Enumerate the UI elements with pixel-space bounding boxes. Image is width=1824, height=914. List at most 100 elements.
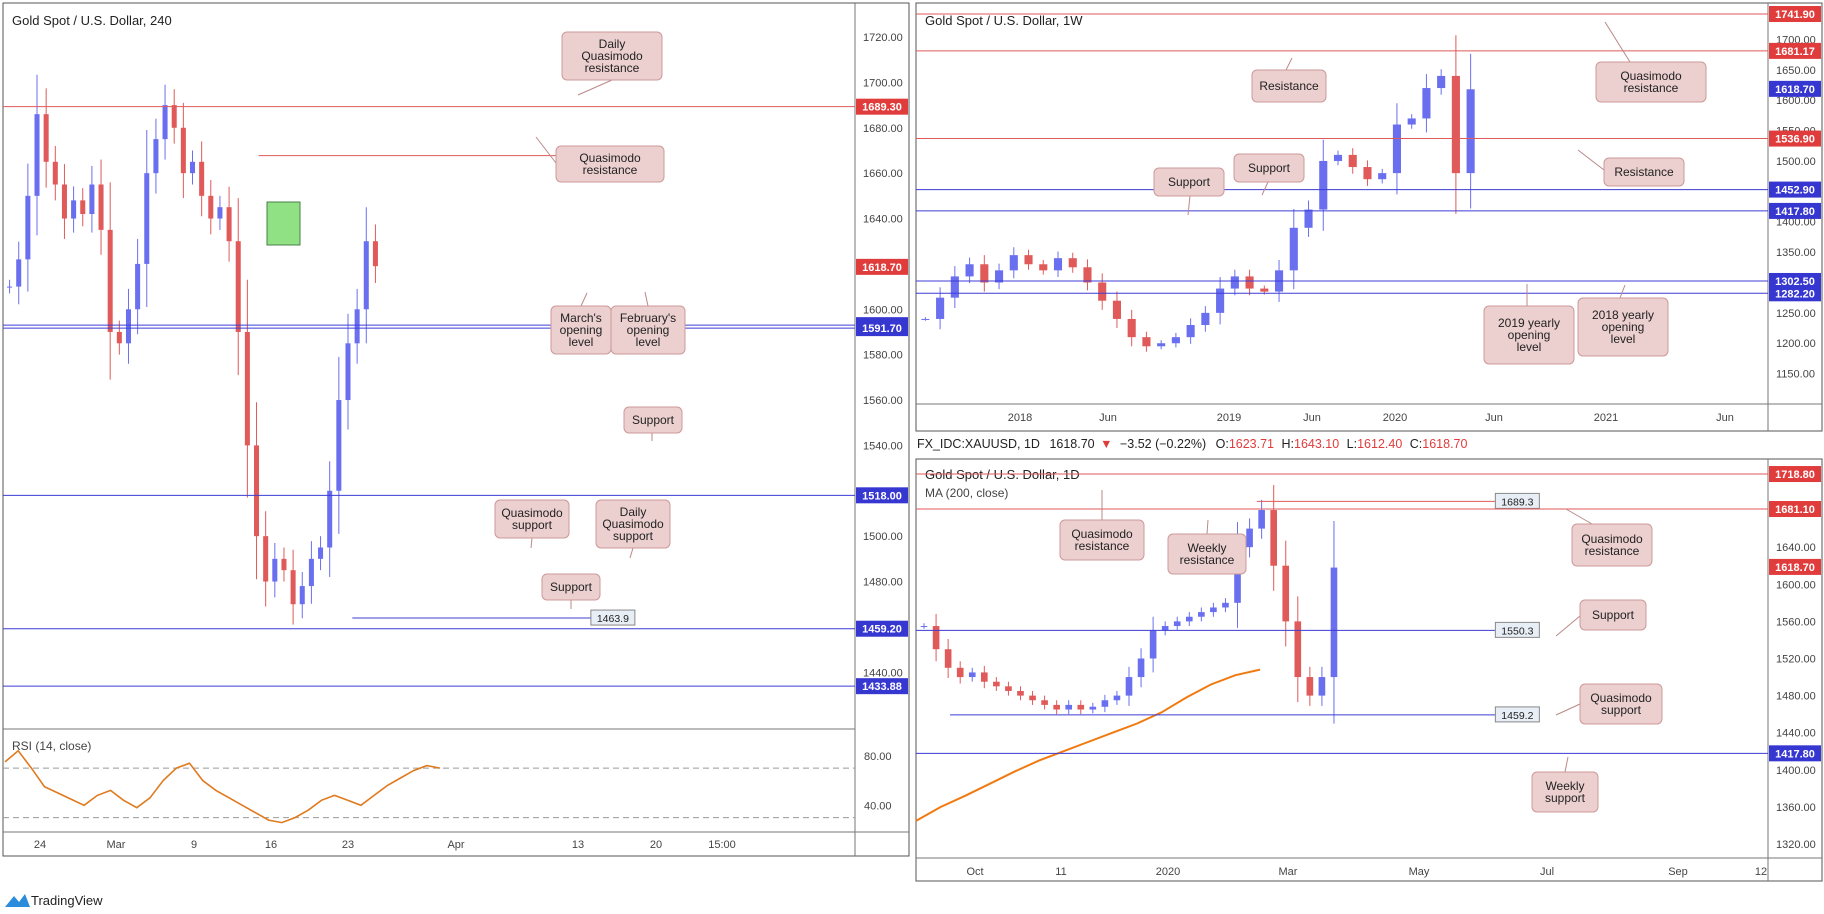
daily-y-tick-label: 1440.00 [1776,728,1816,740]
h4-candle [372,241,378,267]
daily-y-tick-label: 1560.00 [1776,616,1816,628]
weekly-y-tick-label: 1250.00 [1776,308,1816,320]
h4-candle [135,263,141,310]
weekly-callout-label: 2018 yearly [1592,308,1654,322]
weekly-callout-label: 2019 yearly [1498,316,1560,330]
daily-candle [1101,700,1109,707]
weekly-y-tick-label: 1500.00 [1776,156,1816,168]
weekly-callout-pointer [1261,181,1269,196]
h4-candle [345,343,351,401]
weekly-title: Gold Spot / U.S. Dollar, 1W [925,13,1083,28]
h4-x-tick-label: Apr [447,839,464,851]
ohlc-o-label: O: [1216,437,1229,451]
h4-callout-pointer [530,537,533,549]
h4-candle [7,286,13,288]
daily-candle [1077,704,1085,710]
weekly-candle [1363,167,1372,180]
weekly-callout-box [1251,69,1327,103]
weekly-callout-box [1153,167,1225,197]
weekly-candle [1451,75,1460,174]
daily-candle [1258,510,1265,529]
weekly-candle [1201,312,1210,326]
h4-candle [25,195,31,260]
weekly-candle [1407,118,1416,125]
weekly-candle [1216,288,1225,313]
h4-callout-box [623,406,683,434]
weekly-callout-label: opening [1508,328,1551,342]
h4-price-tag-label: 1518.00 [862,490,902,502]
weekly-callout-box [1483,305,1575,365]
h4-candle [254,445,260,537]
weekly-candle [1230,276,1239,289]
h4-candle [125,309,131,344]
weekly-callout-label: opening [1602,320,1645,334]
daily-y-tick-label: 1480.00 [1776,691,1816,703]
weekly-callout-box [1233,153,1305,183]
rsi-tick-label: 80.00 [864,751,892,763]
weekly-price-tag-label: 1618.70 [1775,84,1815,96]
h4-callout-label: opening [627,323,670,337]
h4-x-tick-label: 23 [342,839,354,851]
daily-callout-label: Quasimodo [1581,532,1643,546]
daily-x-tick-label: 2020 [1156,866,1180,878]
rsi-tick-label: 40.00 [864,800,892,812]
h4-candle [217,207,223,219]
h4-candle [61,184,67,219]
h4-candle [71,200,77,219]
weekly-candle [1112,300,1121,319]
daily-candle [1089,706,1097,710]
h4-x-tick-label: Mar [107,839,126,851]
h4-price-tag [856,98,908,115]
weekly-callout-label: Quasimodo [1620,69,1682,83]
weekly-price-tag-label: 1452.90 [1775,185,1815,197]
h4-candle [281,558,287,571]
daily-x-tick-label: Jul [1540,866,1554,878]
h4-callout-box [541,573,601,601]
daily-callout-label: Support [1592,608,1635,622]
daily-callout-pointer [1564,756,1569,773]
weekly-callout-label: Resistance [1259,79,1319,93]
daily-price-tag [1769,466,1821,483]
h4-candle [354,309,360,344]
weekly-candle [950,276,959,298]
weekly-candle [1245,276,1254,289]
h4-candle [144,173,150,264]
daily-candle [1017,690,1024,696]
ohlc-l-label: L: [1347,437,1357,451]
weekly-y-tick-label: 1350.00 [1776,247,1816,259]
weekly-candle [1422,88,1431,119]
h4-candle [171,105,177,128]
daily-candle [1005,686,1012,691]
weekly-callout-label: resistance [1624,81,1679,95]
daily-x-tick-label: 12 [1755,866,1767,878]
daily-y-tick-label: 1320.00 [1776,839,1816,851]
daily-ma-label: MA (200, close) [925,486,1008,500]
h4-candle [34,114,40,196]
h4-y-tick-label: 1560.00 [863,395,903,407]
h4-price-tag [856,258,908,275]
h4-y-tick-label: 1640.00 [863,214,903,226]
h4-callout-box [555,145,665,183]
weekly-candle [1009,255,1018,271]
weekly-callout-label: level [1611,332,1636,346]
daily-candle [1282,565,1290,622]
rsi-line [4,749,441,824]
h4-callout-label: Daily [599,37,626,51]
daily-price-tag-label: 1681.10 [1775,504,1815,516]
daily-level-box [1494,621,1540,638]
h4-candle [290,570,296,605]
h4-x-tick-label: 15:00 [708,839,736,851]
daily-y-tick-label: 1640.00 [1776,542,1816,554]
weekly-y-tick-label: 1600.00 [1776,95,1816,107]
weekly-candle [1171,337,1180,344]
weekly-price-tag [1769,202,1821,219]
h4-candle [363,241,369,310]
weekly-price-tag [1769,285,1821,302]
daily-candle [944,649,952,668]
daily-x-tick-label: Sep [1668,866,1688,878]
weekly-price-tag [1769,272,1821,289]
h4-candle [89,184,95,214]
h4-candle [162,105,168,140]
daily-candle [1053,704,1060,710]
weekly-callout-label: Support [1168,175,1211,189]
